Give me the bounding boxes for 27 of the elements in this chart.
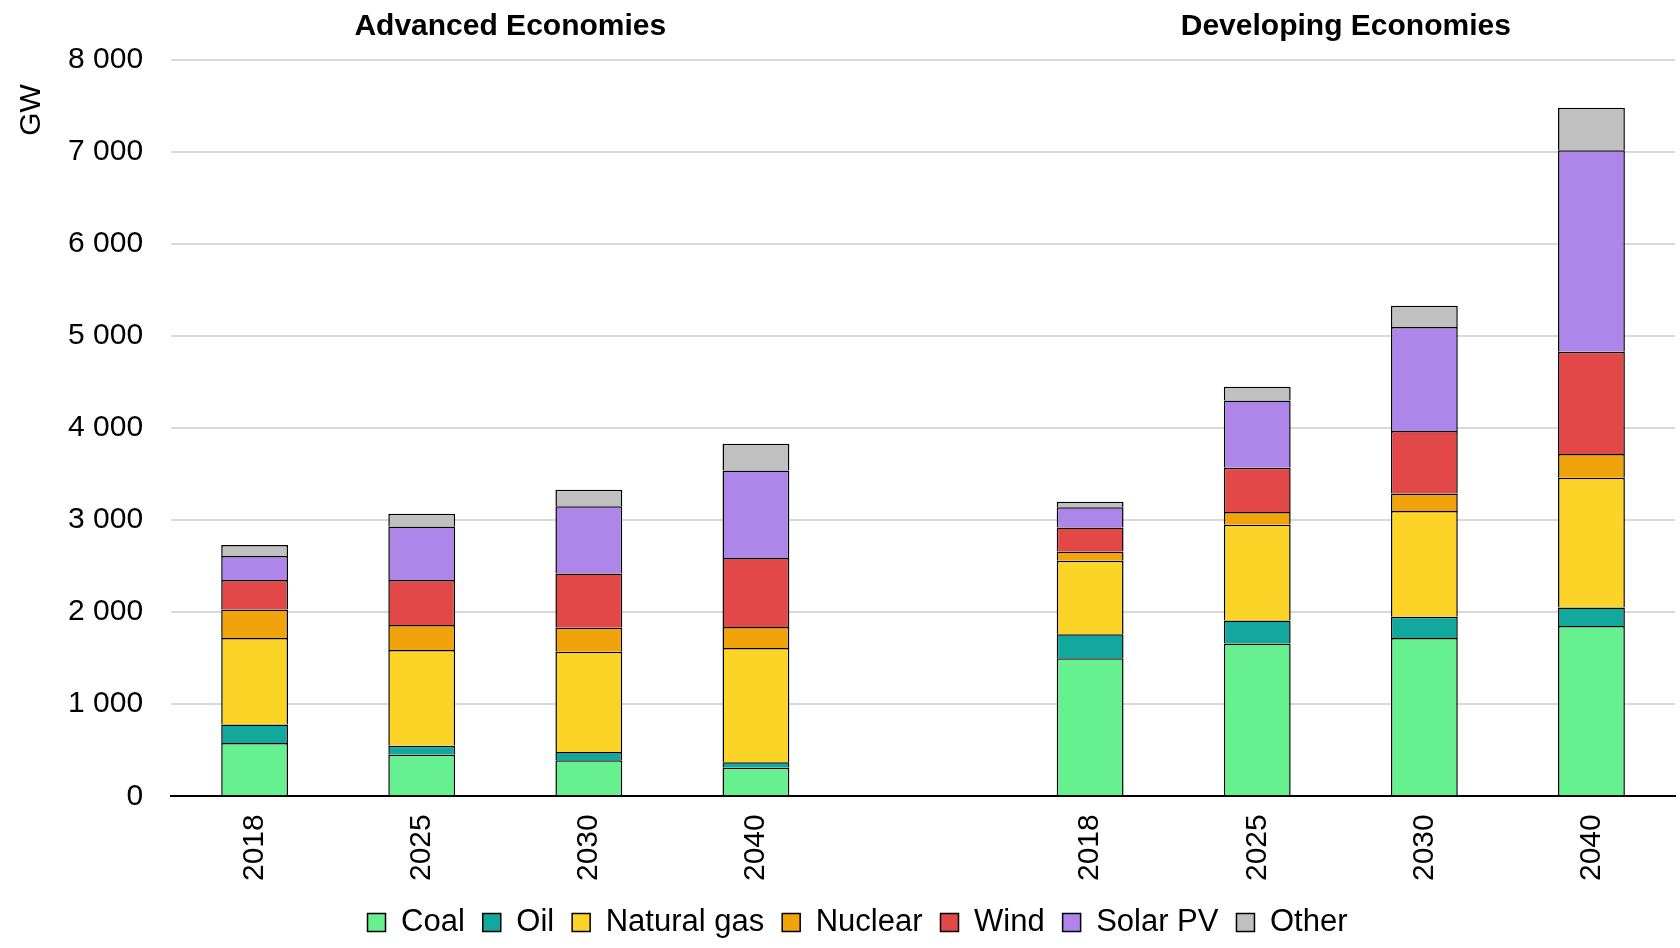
x-tick-label: 2030: [1405, 814, 1439, 882]
x-tick-label: 2040: [1572, 814, 1606, 882]
x-tick-label: 2018: [235, 814, 269, 882]
y-tick-label: 5 000: [68, 317, 144, 351]
y-tick-label: 7 000: [68, 133, 144, 167]
legend-label: Wind: [974, 903, 1045, 939]
y-tick-label: 3 000: [68, 501, 144, 535]
legend-label: Oil: [516, 903, 555, 939]
legend-label: Solar PV: [1096, 903, 1219, 939]
legend-label: Coal: [401, 903, 465, 939]
text: Developing Economies: [1180, 8, 1511, 42]
y-tick-label: 1 000: [68, 685, 144, 719]
legend-label: Nuclear: [815, 903, 923, 939]
y-tick-label: 2 000: [68, 593, 144, 627]
y-tick-label: 8 000: [68, 41, 144, 75]
y-tick-label: 6 000: [68, 225, 144, 259]
x-tick-label: 2030: [570, 814, 604, 882]
text: Advanced Economies: [354, 8, 667, 42]
x-tick-label: 2040: [737, 814, 771, 882]
x-tick-label: 2025: [1238, 814, 1272, 882]
legend-label: Other: [1269, 903, 1348, 939]
x-tick-label: 2018: [1071, 814, 1105, 882]
y-axis-title: GW: [13, 83, 47, 136]
x-tick-label: 2025: [402, 814, 436, 882]
y-tick-label: 0: [126, 777, 144, 811]
y-tick-label: 4 000: [68, 409, 144, 443]
legend-label: Natural gas: [605, 903, 765, 939]
